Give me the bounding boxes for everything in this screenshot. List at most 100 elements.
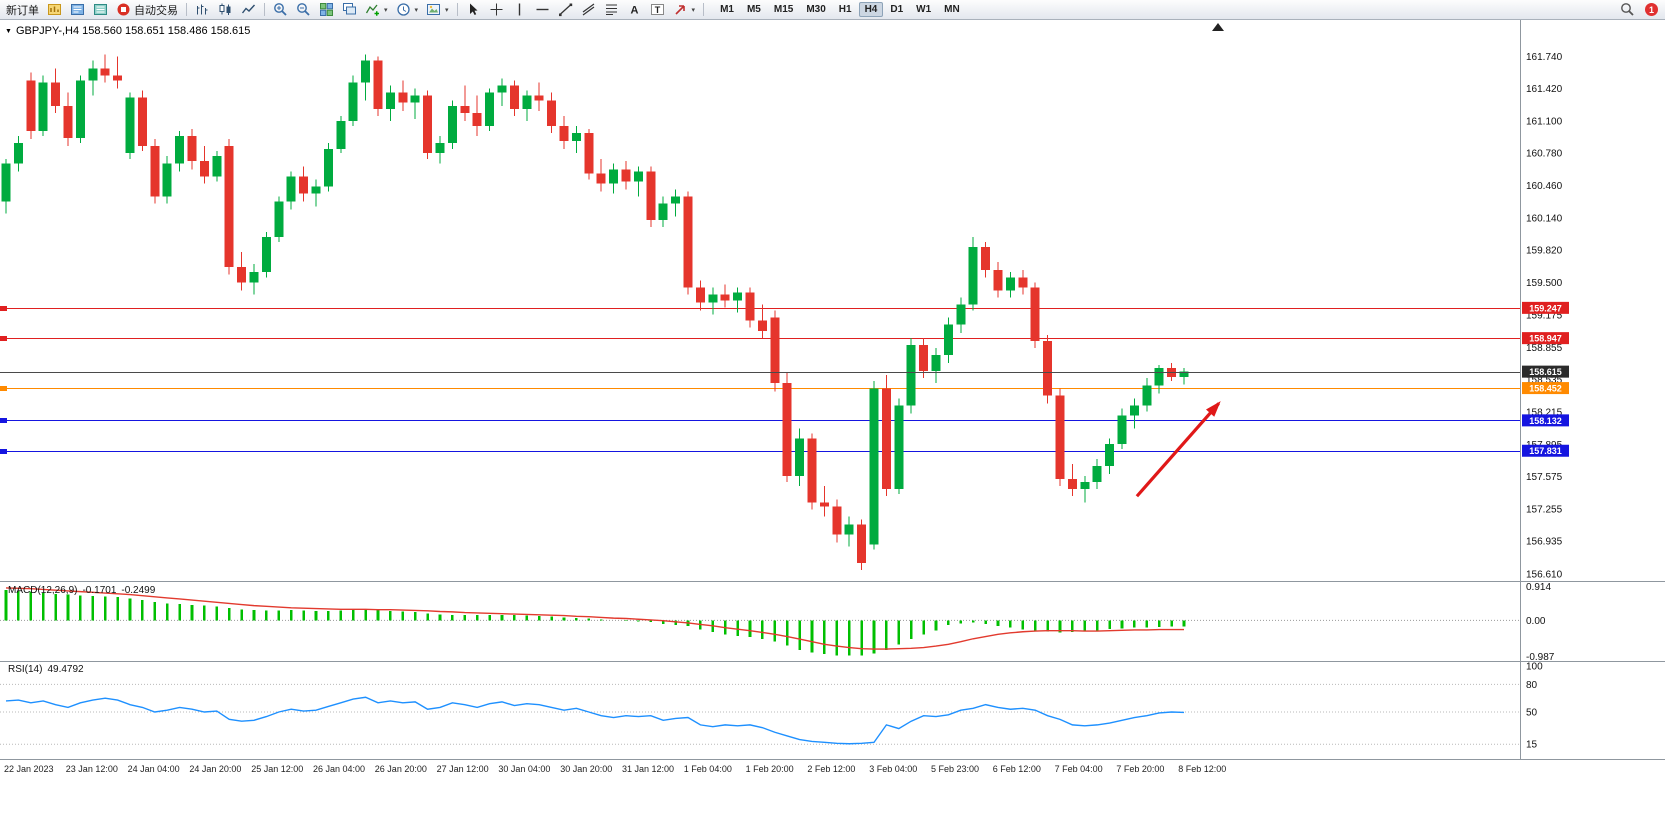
candle-body (1117, 415, 1127, 444)
candle-body (534, 95, 544, 101)
candle-body (435, 143, 445, 154)
candlestick-chart-icon (219, 3, 231, 15)
price-axis[interactable]: 161.740 161.420 161.100 160.780 160.460 160.1… (1522, 52, 1569, 751)
zoom-in-button[interactable] (270, 1, 291, 18)
charts-profile-button[interactable] (44, 1, 65, 18)
fibonacci-icon (605, 4, 617, 15)
chart-title-text: GBPJPY-,H4 158.560 158.651 158.486 158.6… (15, 25, 251, 37)
channel-button[interactable] (578, 1, 599, 18)
candle-body (385, 92, 395, 109)
macd-signal-line (5, 587, 1184, 650)
price-tick: 161.740 (1526, 52, 1563, 63)
chevron-down-icon: ▾ (414, 6, 419, 14)
time-label: 23 Jan 12:00 (66, 764, 118, 774)
candle-body (261, 236, 271, 273)
candle-body (981, 247, 991, 271)
fibonacci-button[interactable] (601, 1, 622, 18)
candle-body (720, 294, 730, 301)
price-tick: 159.500 (1526, 278, 1563, 289)
periods-button[interactable]: ▾ (393, 1, 422, 18)
toolbar-separator (703, 3, 705, 16)
candlestick-chart-button[interactable] (215, 1, 236, 18)
timeframe-H1[interactable]: H1 (838, 4, 852, 15)
candle-body (286, 176, 296, 202)
main-chart[interactable] (0, 23, 1520, 570)
candle-body (199, 161, 209, 177)
search-button[interactable] (1617, 1, 1638, 18)
price-tick: 159.820 (1526, 246, 1563, 257)
candle-body (621, 169, 631, 182)
text-label-button[interactable]: T (647, 1, 668, 18)
macd-scale-label: 0.914 (1526, 582, 1551, 593)
timeframe-W1[interactable]: W1 (916, 4, 932, 15)
candle-body (1105, 443, 1115, 466)
market-watch-button[interactable] (67, 1, 88, 18)
timeframe-M15[interactable]: M15 (773, 4, 794, 15)
time-label: 7 Feb 04:00 (1055, 764, 1103, 774)
auto-trading-button[interactable]: 自动交易 (113, 1, 181, 18)
time-label: 26 Jan 04:00 (313, 764, 365, 774)
zoom-out-button[interactable] (293, 1, 314, 18)
candle-body (559, 125, 569, 142)
candle-body (13, 143, 23, 164)
candle-body (1043, 340, 1053, 396)
text-icon: A (630, 5, 638, 17)
vertical-line-button[interactable] (509, 1, 530, 18)
macd-panel[interactable] (0, 587, 1520, 656)
timeframe-MN[interactable]: MN (944, 4, 960, 15)
line-chart-button[interactable] (238, 1, 259, 18)
rsi-label: RSI(14) 49.4792 (8, 664, 84, 675)
timeframe-M5[interactable]: M5 (746, 4, 761, 15)
candle-body (1, 163, 11, 202)
candle-body (1018, 277, 1028, 288)
time-label: 3 Feb 04:00 (869, 764, 917, 774)
horizontal-line-button[interactable] (532, 1, 553, 18)
candle-body (460, 105, 470, 113)
candle-body (311, 186, 321, 194)
bar-chart-button[interactable] (192, 1, 213, 18)
notification-badge[interactable]: 1 (1645, 3, 1658, 16)
indicators-button[interactable]: ▾ (362, 1, 391, 18)
price-tick: 161.100 (1526, 116, 1563, 127)
trendline-button[interactable] (555, 1, 576, 18)
time-axis[interactable]: 22 Jan 2023 23 Jan 12:00 24 Jan 04:00 24 Ja… (4, 764, 1226, 774)
candle-body (596, 173, 606, 184)
new-order-button[interactable]: 新订单 (3, 1, 42, 18)
crosshair-button[interactable] (486, 1, 507, 18)
time-label: 2 Feb 12:00 (807, 764, 855, 774)
data-window-icon (94, 4, 107, 15)
timeframe-D1[interactable]: D1 (890, 4, 904, 15)
arrows-button[interactable]: ▾ (670, 1, 699, 18)
candle-body (75, 80, 85, 139)
candle-body (1129, 405, 1139, 416)
auto-trading-label: 自动交易 (134, 4, 178, 17)
text-label-icon: T (650, 4, 664, 15)
candle-body (745, 292, 755, 321)
candle-body (695, 287, 705, 303)
timeframe-M1[interactable]: M1 (720, 4, 734, 15)
macd-value: -0.1701 (82, 585, 117, 596)
candle-body (609, 169, 619, 184)
text-button[interactable]: A (624, 1, 645, 18)
line-left-marker (0, 449, 7, 454)
indicators-icon (365, 4, 379, 16)
vertical-line-icon (518, 3, 520, 16)
timeframe-H4[interactable]: H4 (858, 2, 884, 17)
cursor-button[interactable] (463, 1, 484, 18)
candle-body (125, 97, 135, 154)
tile-windows-button[interactable] (316, 1, 337, 18)
rsi-panel[interactable] (0, 683, 1520, 745)
rsi-scale-label: 80 (1526, 680, 1538, 691)
timeframe-M30[interactable]: M30 (806, 4, 826, 15)
templates-button[interactable]: ▾ (423, 1, 452, 18)
candle-body (919, 344, 929, 372)
time-label: 1 Feb 20:00 (746, 764, 794, 774)
periods-icon (396, 3, 410, 16)
candle-body (894, 405, 904, 490)
data-window-button[interactable] (90, 1, 111, 18)
cascade-windows-button[interactable] (339, 1, 360, 18)
chart-shift-marker-icon (1212, 23, 1224, 31)
cascade-windows-icon (343, 3, 356, 15)
candle-body (844, 524, 854, 535)
